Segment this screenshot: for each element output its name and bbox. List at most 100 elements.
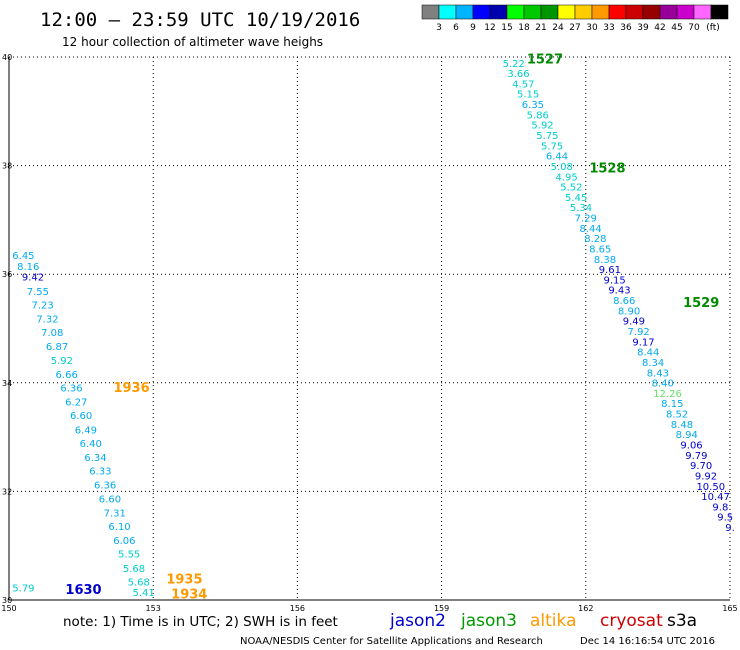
- color-swatch: [489, 4, 508, 20]
- swh-value-label: 6.34: [84, 453, 106, 464]
- color-swatch: [421, 4, 440, 20]
- color-swatch: [710, 4, 729, 20]
- color-swatch: [676, 4, 695, 20]
- color-scale-label: 70: [688, 23, 700, 33]
- x-tick-label: 156: [290, 604, 305, 613]
- satellite-legend-item: cryosat: [600, 611, 663, 631]
- y-tick-labels: 30 32 34 36 38 40: [2, 53, 12, 605]
- color-swatch: [642, 4, 661, 20]
- swh-value-label: 9.61: [599, 265, 621, 276]
- swh-value-label: 12.26: [653, 389, 682, 400]
- x-tick-labels: 150 153 156 159 162 165: [1, 604, 737, 613]
- color-swatch: [438, 4, 457, 20]
- color-swatch: [455, 4, 474, 20]
- color-swatch: [693, 4, 712, 20]
- swh-value-label: 9.42: [22, 273, 44, 284]
- y-tick-label: 34: [2, 379, 12, 388]
- x-tick-label: 162: [578, 604, 593, 613]
- swh-value-label: 5.68: [123, 564, 145, 575]
- swh-value-label: 5.86: [527, 110, 549, 121]
- pass-time-label: 1529: [683, 296, 719, 311]
- swh-value-label: 8.48: [671, 420, 693, 431]
- grid-lines: [8, 56, 731, 601]
- swh-value-label: 7.92: [628, 327, 650, 338]
- swh-value-label: 5.34: [570, 203, 592, 214]
- swh-value-label: 9.: [725, 523, 735, 534]
- pass-time-label: 1934: [171, 587, 207, 602]
- color-scale-label: 30: [586, 23, 598, 33]
- swh-value-label: 9.06: [680, 441, 702, 452]
- color-scale-label: 27: [569, 23, 580, 33]
- swh-value-label: 5.45: [565, 193, 587, 204]
- swh-value-label: 6.60: [99, 494, 121, 505]
- chart-subtitle: 12 hour collection of altimeter wave hei…: [62, 35, 323, 49]
- color-scale-label: 45: [671, 23, 682, 33]
- swh-value-label: 5.75: [541, 141, 563, 152]
- swh-value-label: 9.70: [690, 461, 712, 472]
- pass-time-label: 1528: [589, 162, 625, 177]
- satellite-legend-item: altika: [530, 611, 577, 631]
- swh-value-label: 8.15: [661, 399, 683, 410]
- swh-value-label: 10.47: [701, 492, 730, 503]
- swh-value-label: 4.95: [555, 172, 577, 183]
- swh-value-label: 3.66: [507, 69, 529, 80]
- swh-value-label: 5.68: [128, 577, 150, 588]
- swh-value-label: 6.36: [60, 383, 82, 394]
- swh-value-label: 5.15: [517, 90, 539, 101]
- swh-value-label: 5.92: [51, 356, 73, 367]
- swh-value-label: 6.44: [546, 152, 568, 163]
- swh-value-label: 6.10: [108, 522, 130, 533]
- color-scale-label: 21: [535, 23, 546, 33]
- swh-value-label: 7.55: [27, 287, 49, 298]
- swh-value-label: 9.5: [717, 513, 733, 524]
- swh-value-label: 5.75: [536, 131, 558, 142]
- swh-value-label: 8.34: [642, 358, 664, 369]
- swh-value-label: 5.52: [560, 183, 582, 194]
- swh-value-label: 6.49: [75, 425, 97, 436]
- swh-value-label: 5.22: [503, 59, 525, 70]
- y-tick-label: 32: [2, 487, 12, 496]
- x-tick-label: 159: [434, 604, 449, 613]
- footer-timestamp: Dec 14 16:16:54 UTC 2016: [580, 636, 715, 647]
- swh-value-label: 9.15: [604, 275, 626, 286]
- swh-value-label: 8.40: [652, 379, 674, 390]
- swh-value-label: 6.87: [46, 342, 68, 353]
- y-tick-label: 30: [2, 596, 12, 605]
- swh-value-label: 9.17: [632, 337, 654, 348]
- color-swatch: [472, 4, 491, 20]
- color-scale-bar: 3 6 9 12 15 18 21 24 27 30 33 36 39 42 45 70 (ft): [421, 4, 729, 33]
- footer-credit: NOAA/NESDIS Center for Satellite Applica…: [240, 636, 543, 647]
- x-tick-label: 165: [722, 604, 737, 613]
- color-swatch: [659, 4, 678, 20]
- swh-value-label: 8.94: [676, 430, 698, 441]
- satellite-legend-item: jason3: [460, 611, 517, 631]
- color-swatch: [523, 4, 542, 20]
- color-swatch: [557, 4, 576, 20]
- footer-note: note: 1) Time is in UTC; 2) SWH is in fe…: [63, 614, 338, 630]
- swh-value-label: 6.35: [522, 100, 544, 111]
- swh-value-label: 7.31: [104, 508, 126, 519]
- color-scale-label: 3: [436, 23, 442, 33]
- color-swatch: [591, 4, 610, 20]
- color-swatch: [608, 4, 627, 20]
- color-scale-label: 12: [484, 23, 495, 33]
- swh-value-label: 6.36: [94, 481, 116, 492]
- y-tick-label: 40: [2, 53, 12, 62]
- color-scale-label: 9: [470, 23, 476, 33]
- color-scale-label: 42: [654, 23, 665, 33]
- swh-value-label: 8.44: [637, 348, 659, 359]
- chart-title: 12:00 — 23:59 UTC 10/19/2016: [40, 9, 360, 31]
- swh-value-label: 9.92: [695, 471, 717, 482]
- swh-value-label: 8.52: [666, 410, 688, 421]
- swh-value-label: 5.79: [12, 583, 34, 594]
- color-scale-label: 6: [453, 23, 459, 33]
- y-tick-label: 38: [2, 162, 12, 171]
- swh-value-label: 8.16: [17, 262, 39, 273]
- swh-value-label: 8.66: [613, 296, 635, 307]
- x-tick-label: 153: [146, 604, 161, 613]
- swh-values: 5.223.664.575.156.355.865.925.755.756.44…: [12, 59, 734, 599]
- y-tick-label: 36: [2, 270, 12, 279]
- swh-value-label: 8.43: [647, 368, 669, 379]
